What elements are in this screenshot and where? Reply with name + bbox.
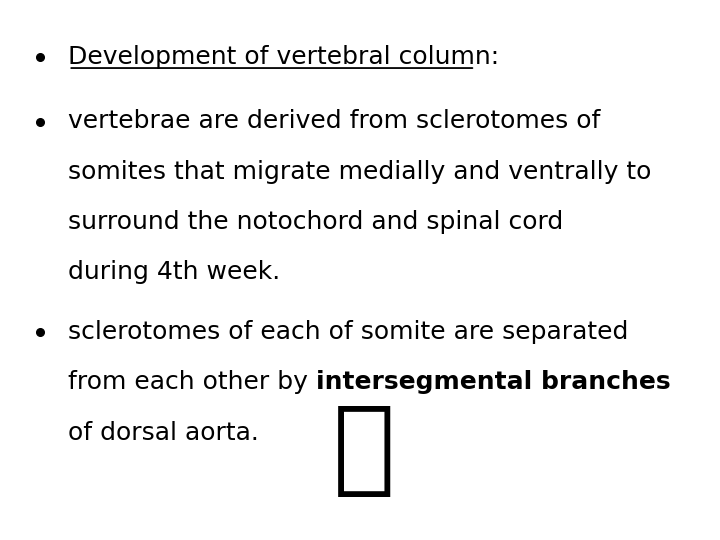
Text: 🔊: 🔊 xyxy=(333,400,395,502)
Text: surround the notochord and spinal cord: surround the notochord and spinal cord xyxy=(68,210,564,234)
Text: intersegmental branches: intersegmental branches xyxy=(316,370,671,394)
Text: sclerotomes of each of somite are separated: sclerotomes of each of somite are separa… xyxy=(68,320,629,344)
Text: vertebrae are derived from sclerotomes of: vertebrae are derived from sclerotomes o… xyxy=(68,110,600,133)
Text: of dorsal aorta.: of dorsal aorta. xyxy=(68,421,259,444)
Text: during 4th week.: during 4th week. xyxy=(68,260,281,284)
Text: somites that migrate medially and ventrally to: somites that migrate medially and ventra… xyxy=(68,160,652,184)
Text: from each other by: from each other by xyxy=(68,370,316,394)
Text: Development of vertebral column:: Development of vertebral column: xyxy=(68,45,500,69)
